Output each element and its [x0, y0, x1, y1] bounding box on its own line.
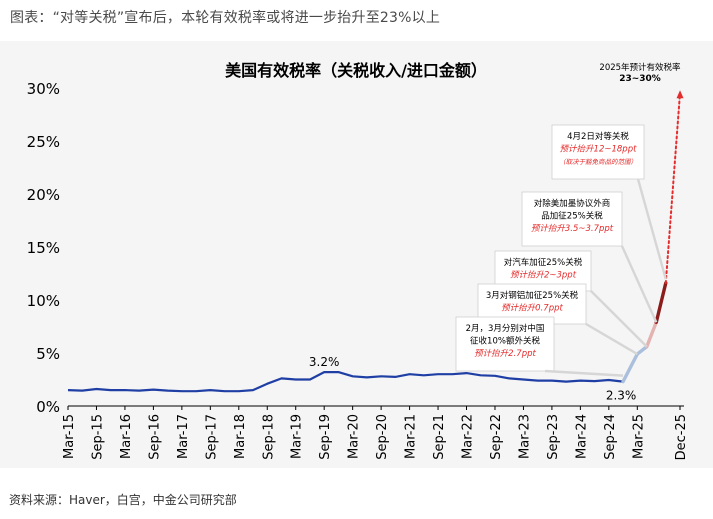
- annotation-box: [551, 124, 645, 180]
- y-tick-label: 10%: [27, 292, 60, 310]
- annotation-leader: [620, 245, 658, 323]
- annotation-box: [521, 191, 623, 247]
- annotation-text: 23~30%: [619, 74, 661, 84]
- y-tick-label: 20%: [27, 186, 60, 204]
- x-tick-label: Sep-23: [546, 414, 561, 460]
- forecast-segment: [621, 352, 640, 384]
- annotation-text: 3月对钢铝加征25%关税: [486, 290, 579, 301]
- x-tick-label: Mar-21: [404, 414, 419, 459]
- annotation-text: 预计抬升12~18ppt: [560, 144, 638, 155]
- x-tick-label: Sep-18: [261, 414, 276, 460]
- annotation-leader: [585, 322, 638, 356]
- annotation-text: （取决于豁免商品的范围）: [559, 158, 637, 166]
- effective-tariff-chart: 美国有效税率（关税收入/进口金额） 0% 5% 10% 15% 20% 25% 30% Mar-…: [27, 61, 689, 460]
- x-tick-label: Mar-23: [517, 414, 532, 459]
- annotation-text: 预计抬升0.7ppt: [501, 303, 563, 314]
- x-tick-label: Mar-16: [119, 414, 134, 459]
- forecast-segment: [635, 344, 649, 356]
- x-tick-label: Sep-17: [204, 414, 219, 460]
- x-tick-label: Sep-16: [147, 414, 162, 460]
- chart-title: 美国有效税率（关税收入/进口金额）: [225, 61, 487, 80]
- x-tick-label: Mar-25: [631, 414, 646, 459]
- x-tick-label: Sep-19: [318, 414, 333, 460]
- y-tick-label: 30%: [27, 80, 60, 98]
- data-label: 2.3%: [606, 389, 637, 403]
- x-tick-label: Mar-24: [574, 414, 589, 459]
- x-tick-label: Sep-15: [90, 414, 105, 460]
- y-tick-label: 15%: [27, 239, 60, 257]
- x-tick-label: Sep-24: [603, 414, 618, 460]
- chart-panel: 美国有效税率（关税收入/进口金额） 0% 5% 10% 15% 20% 25% 30% Mar-…: [0, 41, 713, 468]
- data-label: 3.2%: [309, 355, 340, 369]
- x-tick-label: Sep-22: [489, 414, 504, 460]
- x-tick-label: Mar-22: [461, 414, 476, 459]
- page-title: 图表：“对等关税”宣布后，本轮有效税率或将进一步抬升至23%以上: [10, 10, 441, 26]
- annotation-text: 征收10%额外关税: [470, 336, 540, 347]
- x-tick-label: Mar-18: [233, 414, 248, 459]
- annotation-leader: [544, 369, 624, 377]
- annotation-text: 品加征25%关税: [541, 211, 603, 222]
- x-tick-label: Mar-15: [62, 414, 77, 459]
- forecast-arrow-head: [676, 90, 684, 99]
- annotation-text: 预计抬升3.5~3.7ppt: [531, 223, 614, 234]
- annotation-leader: [590, 290, 648, 348]
- annotation-text: 预计抬升2~3ppt: [510, 270, 577, 281]
- x-tick-label: Mar-17: [176, 414, 191, 459]
- forecast-dotted-line: [664, 92, 681, 285]
- annotation-text: 预计抬升2.7ppt: [474, 348, 536, 359]
- forecast-segment: [654, 281, 668, 324]
- effective-tariff-line: [67, 371, 624, 393]
- x-tick-label: Mar-20: [347, 414, 362, 459]
- annotation-text: 2月，3月分别对中国: [466, 323, 545, 334]
- annotation-text: 4月2日对等关税: [567, 131, 629, 142]
- annotation-text: 对除美加墨协议外商: [534, 198, 611, 209]
- x-tick-label: Sep-21: [432, 414, 447, 460]
- annotation-box: [455, 316, 555, 372]
- x-tick-label: Mar-19: [290, 414, 305, 459]
- y-tick-label: 25%: [27, 133, 60, 151]
- x-tick-label: Sep-20: [375, 414, 390, 460]
- forecast-segment: [645, 320, 658, 349]
- x-tick-label: Dec-25: [674, 414, 689, 460]
- annotation-text: 2025年预计有效税率: [599, 62, 681, 73]
- y-tick-label: 5%: [36, 345, 60, 363]
- annotation-leader: [636, 178, 667, 280]
- y-tick-label: 0%: [36, 398, 60, 416]
- annotation-text: 对汽车加征25%关税: [504, 257, 583, 268]
- source-note: 资料来源：Haver，白宫，中金公司研究部: [9, 493, 237, 507]
